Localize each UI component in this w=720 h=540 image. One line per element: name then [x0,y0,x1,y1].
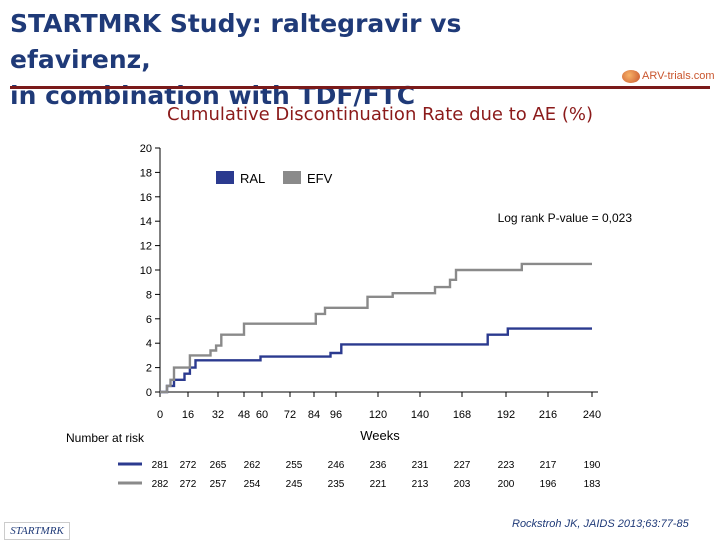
y-tick-label: 20 [140,143,152,155]
chart-axes: 0 2 4 6 8 10 12 14 16 18 20 0 16 32 48 60 72 84 96 120 140 16… [140,143,633,443]
risk-cell: 235 [328,479,345,490]
y-tick-label: 16 [140,192,152,204]
y-tick-label: 4 [146,338,152,350]
x-tick-label: 140 [411,409,429,421]
risk-cell: 265 [210,460,227,471]
x-tick-label: 240 [583,409,601,421]
legend-label-ral: RAL [240,171,265,186]
risk-cell: 200 [498,479,515,490]
y-tick-label: 10 [140,265,152,277]
x-tick-label: 72 [284,409,296,421]
series-line-ral [160,327,592,394]
x-tick-label: 84 [308,409,320,421]
y-tick-label: 14 [140,216,152,228]
y-tick-label: 8 [146,289,152,301]
title-line-1: STARTMRK Study: raltegravir vs efavirenz… [10,9,462,74]
logo-globe-icon [622,70,640,83]
risk-cell: 272 [180,460,197,471]
risk-cell: 246 [328,460,345,471]
risk-cell: 203 [454,479,471,490]
risk-cell: 257 [210,479,227,490]
x-tick-label: 96 [330,409,342,421]
x-tick-label: 168 [453,409,471,421]
x-tick-label: 216 [539,409,557,421]
x-tick-label: 0 [157,409,163,421]
risk-cell: 255 [286,460,303,471]
risk-cell: 236 [370,460,387,471]
risk-cell: 282 [152,479,169,490]
x-tick-label: 192 [497,409,515,421]
logo-text: ARV-trials.com [642,70,715,82]
risk-cell: 217 [540,460,557,471]
risk-cell: 272 [180,479,197,490]
series-line-efv [160,262,592,394]
y-tick-label: 18 [140,167,152,179]
risk-cell: 262 [244,460,261,471]
risk-cell: 245 [286,479,303,490]
x-tick-label: 60 [256,409,268,421]
risk-cell: 281 [152,460,169,471]
chart-series [160,262,592,394]
legend-swatch-ral [216,171,234,184]
risk-cell: 190 [584,460,601,471]
risk-cell: 223 [498,460,515,471]
legend-swatch-efv [283,171,301,184]
x-tick-label: 120 [369,409,387,421]
risk-cell: 254 [244,479,261,490]
y-tick-label: 0 [146,387,152,399]
y-tick-label: 12 [140,241,152,253]
risk-cell: 221 [370,479,387,490]
x-tick-label: 16 [182,409,194,421]
citation: Rockstroh JK, JAIDS 2013;63:77-85 [512,518,689,530]
title-divider [10,86,710,89]
risk-table-label: Number at risk [66,431,145,445]
chart-legend: RAL EFV [216,171,333,186]
risk-cell: 213 [412,479,429,490]
risk-cell: 196 [540,479,557,490]
x-tick-label: 32 [212,409,224,421]
chart-title: Cumulative Discontinuation Rate due to A… [166,104,594,125]
legend-label-efv: EFV [307,171,333,186]
title-line-2: in combination with TDF/FTC [10,81,416,110]
x-tick-label: 48 [238,409,250,421]
study-logo: STARTMRK [4,522,70,540]
y-tick-label: 2 [146,363,152,375]
logrank-annotation: Log rank P-value = 0,023 [498,211,633,225]
risk-cell: 183 [584,479,601,490]
risk-cell: 227 [454,460,471,471]
slide-title: STARTMRK Study: raltegravir vs efavirenz… [10,6,610,114]
arv-trials-logo: ARV-trials.com [622,69,718,85]
x-axis-label: Weeks [360,428,400,443]
y-tick-label: 6 [146,314,152,326]
risk-cell: 231 [412,460,429,471]
risk-table: Number at risk 281 272 265 262 255 246 236 231 22… [66,431,601,490]
